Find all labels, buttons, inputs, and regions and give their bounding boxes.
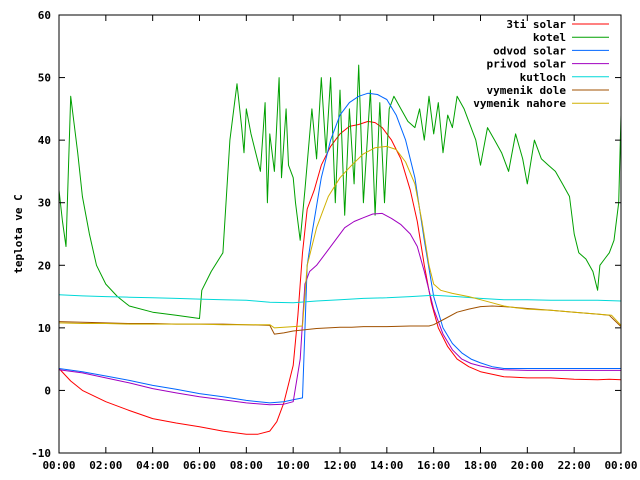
y-tick-label: 0 bbox=[44, 384, 51, 397]
legend-label: kotel bbox=[533, 31, 566, 44]
y-tick-label: 30 bbox=[38, 197, 51, 210]
y-tick-label: 20 bbox=[38, 259, 51, 272]
y-axis-title: teplota ve C bbox=[12, 194, 25, 273]
x-tick-label: 18:00 bbox=[464, 459, 497, 472]
legend-label: odvod solar bbox=[493, 44, 566, 57]
x-tick-label: 14:00 bbox=[370, 459, 403, 472]
legend-label: 3ti solar bbox=[506, 18, 566, 31]
x-tick-label: 02:00 bbox=[89, 459, 122, 472]
axis-ticks: 00:00 02:00 04:00 06:00 08:00 10:00 12:00 14:00… bbox=[31, 9, 637, 472]
series-line-5 bbox=[58, 294, 622, 304]
y-tick-label: 60 bbox=[38, 9, 51, 22]
series-layer bbox=[58, 64, 622, 435]
y-tick-label: 10 bbox=[38, 322, 51, 335]
legend-label: privod solar bbox=[487, 58, 567, 71]
x-tick-label: 08:00 bbox=[230, 459, 263, 472]
x-tick-label: 04:00 bbox=[136, 459, 169, 472]
legend-label: vymenik nahore bbox=[473, 97, 566, 110]
x-tick-label: 22:00 bbox=[558, 459, 591, 472]
x-tick-label: 12:00 bbox=[323, 459, 356, 472]
series-line-4 bbox=[58, 212, 621, 406]
series-line-2 bbox=[58, 64, 622, 319]
y-tick-label: 50 bbox=[38, 72, 51, 85]
x-tick-label: 00:00 bbox=[42, 459, 75, 472]
series-line-3 bbox=[58, 92, 621, 404]
series-line-7 bbox=[58, 145, 622, 329]
x-tick-label: 10:00 bbox=[277, 459, 310, 472]
y-tick-label: -10 bbox=[31, 447, 51, 460]
legend-label: vymenik dole bbox=[487, 84, 567, 97]
legend-label: kutloch bbox=[520, 71, 566, 84]
x-tick-label: 06:00 bbox=[183, 459, 216, 472]
series-line-1 bbox=[58, 120, 622, 435]
x-tick-label: 16:00 bbox=[417, 459, 450, 472]
y-tick-label: 40 bbox=[38, 134, 51, 147]
x-tick-label: 00:00 bbox=[604, 459, 637, 472]
x-tick-label: 20:00 bbox=[511, 459, 544, 472]
